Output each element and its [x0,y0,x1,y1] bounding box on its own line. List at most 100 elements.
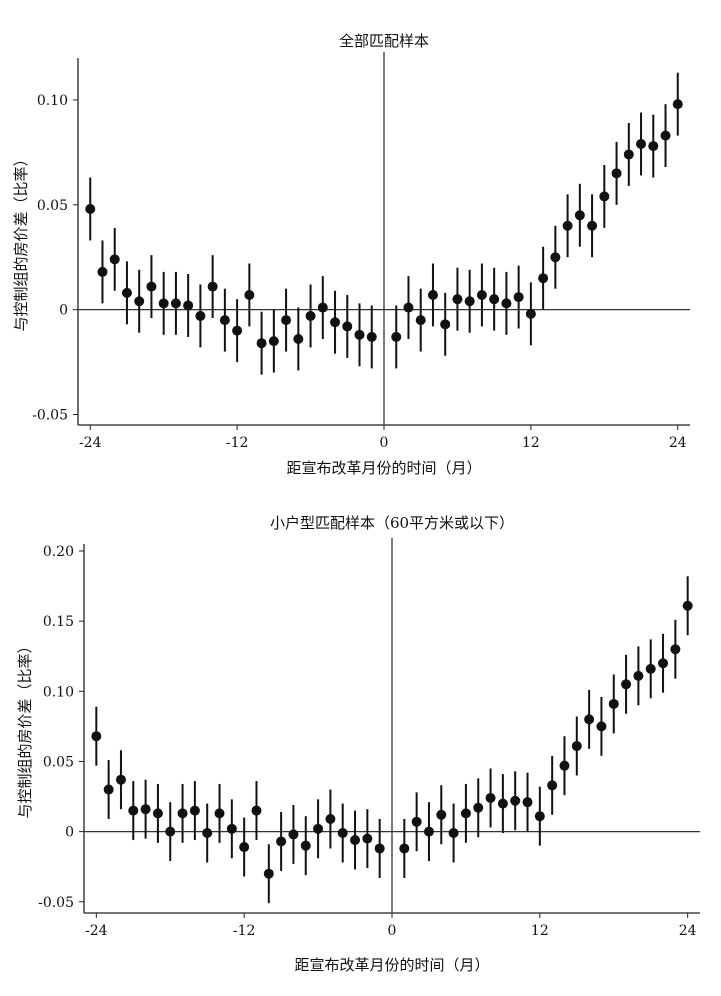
data-point [189,805,200,816]
data-point [170,298,181,309]
data-point [571,741,582,752]
y-tick-label: 0 [59,303,68,319]
data-point [411,816,422,827]
data-point [510,795,521,806]
data-point [268,336,279,347]
data-point [670,644,681,655]
data-point [366,331,377,342]
data-point [399,843,410,854]
chart-panel-2: 小户型匹配样本（60平方米或以下） -24 -12 0 12 24 -0.05 0 0.05 0.… [16,514,700,974]
data-point [244,289,255,300]
y-tick-label: 0.05 [37,198,68,214]
x-tick-label: -12 [233,923,256,939]
data-point [621,679,632,690]
data-point [128,805,139,816]
data-point [460,808,471,819]
data-point [85,203,96,214]
y-axis-label: 与控制组的房价差（比率） [16,638,34,818]
x-tick-label: 24 [679,923,697,939]
data-point [226,823,237,834]
data-point [195,310,206,321]
data-point [636,138,647,149]
data-point [562,220,573,231]
data-point [423,826,434,837]
data-point [436,809,447,820]
data-point [660,130,671,141]
data-point [623,149,634,160]
x-tick-label: 24 [669,435,687,451]
data-point [415,315,426,326]
data-point [608,698,619,709]
data-point [317,302,328,313]
data-point [452,294,463,305]
data-point [256,338,267,349]
data-point [534,811,545,822]
data-point [489,294,500,305]
x-axis-label: 距宣布改革月份的时间（月） [286,459,481,477]
data-point [342,321,353,332]
data-point [584,714,595,725]
data-point [134,296,145,307]
data-point [293,334,304,345]
x-tick-label: -12 [226,435,249,451]
data-point [158,298,169,309]
x-axis-label: 距宣布改革月份的时间（月） [294,956,489,974]
data-point [645,663,656,674]
data-point [473,802,484,813]
data-point [350,835,361,846]
data-point [513,292,524,303]
data-point [427,289,438,300]
chart-panel-1: 全部匹配样本 -24 -12 0 12 24 -0.05 0 0.05 0.10 距宣布改革月份的时… [12,32,690,477]
y-axis-label: 与控制组的房价差（比率） [12,151,30,331]
data-point [219,315,230,326]
data-point [140,804,151,815]
y-tick-label: -0.05 [32,408,68,424]
data-point [550,252,561,263]
data-point [559,760,570,771]
data-point [362,833,373,844]
data-point [374,843,385,854]
data-point [522,797,533,808]
data-point [152,808,163,819]
data-point [658,658,669,669]
data-point [305,310,316,321]
data-point [672,99,683,110]
data-point [599,191,610,202]
data-point [633,670,644,681]
y-tick-label: 0.20 [43,544,74,560]
data-point [177,808,188,819]
data-point [547,780,558,791]
data-point [391,331,402,342]
data-point [146,281,157,292]
data-point [337,828,348,839]
x-tick-label: 0 [388,923,397,939]
data-point [232,325,243,336]
data-point [448,828,459,839]
data-point [103,784,114,795]
data-point [501,298,512,309]
data-point [574,210,585,221]
data-point [165,826,176,837]
chart-title: 小户型匹配样本（60平方米或以下） [270,514,514,532]
data-point [276,836,287,847]
data-point [497,798,508,809]
data-point [121,287,132,298]
data-point [207,281,218,292]
x-tick-label: 0 [380,435,389,451]
data-point [525,308,536,319]
y-tick-label: 0.15 [43,614,74,630]
data-point [538,273,549,284]
data-point [288,829,299,840]
y-tick-label: 0 [65,825,74,841]
data-point [485,792,496,803]
data-point [183,300,194,311]
y-tick-label: -0.05 [38,895,74,911]
data-point [214,808,225,819]
data-point [403,302,414,313]
data-point [97,266,108,277]
data-point [354,329,365,340]
data-point [109,254,120,265]
data-point [476,289,487,300]
data-point [596,721,607,732]
